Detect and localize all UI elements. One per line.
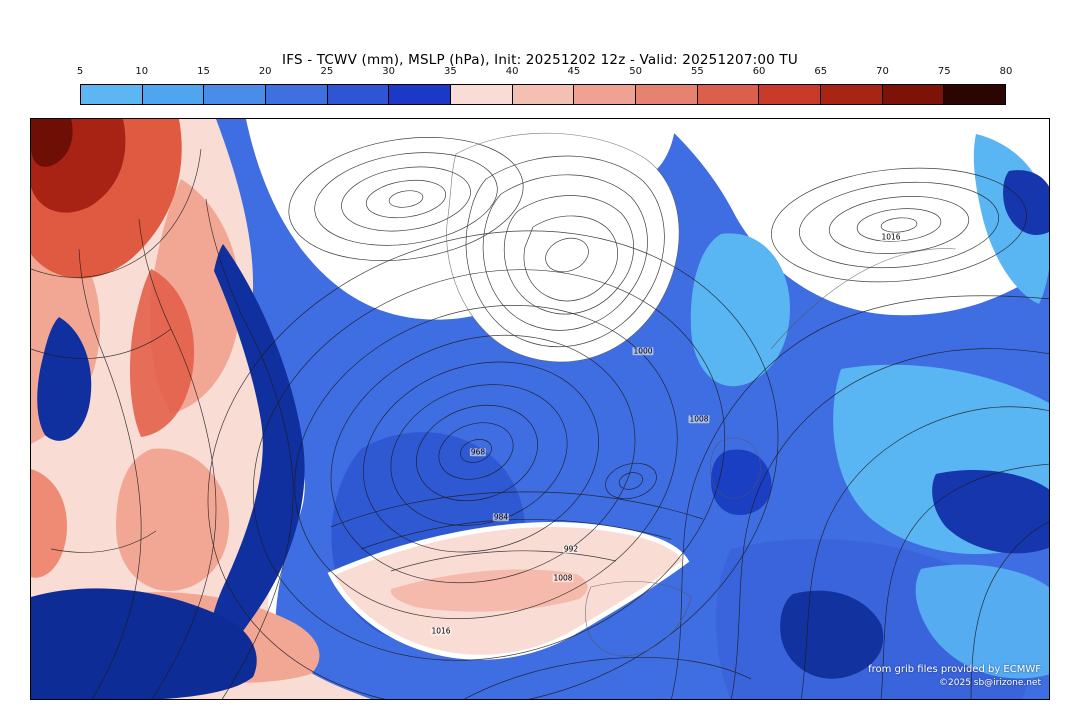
tcwv-shading <box>31 119 1049 699</box>
colorbar-segment <box>944 85 1006 104</box>
colorbar-tick-label: 10 <box>135 66 149 77</box>
colorbar-tick-label: 80 <box>999 66 1013 77</box>
colorbar-segment <box>882 85 945 104</box>
colorbar-segment <box>81 85 143 104</box>
map-canvas: 968 984 992 1000 1008 1016 1008 1016 from grib … <box>30 118 1050 700</box>
colorbar-segment <box>389 85 452 104</box>
colorbar-tick-label: 65 <box>814 66 828 77</box>
colorbar-segment <box>697 85 760 104</box>
colorbar-segment <box>142 85 205 104</box>
colorbar-tick-label: 75 <box>937 66 951 77</box>
colorbar-segment <box>512 85 575 104</box>
colorbar-segment <box>636 85 698 104</box>
colorbar-segment <box>821 85 883 104</box>
colorbar-tick-label: 30 <box>382 66 396 77</box>
colorbar-segment <box>574 85 637 104</box>
colorbar-gradient <box>80 84 1006 105</box>
chart-title: IFS - TCWV (mm), MSLP (hPa), Init: 20251… <box>282 52 798 68</box>
colorbar-tick-label: 60 <box>752 66 766 77</box>
colorbar-tick-label: 70 <box>876 66 889 77</box>
colorbar-tick-label: 40 <box>505 66 519 77</box>
colorbar-tick-label: 45 <box>567 66 581 77</box>
colorbar-ticks: 5 10 15 20 25 30 35 40 45 50 55 60 65 70 75 80 <box>76 66 1013 80</box>
colorbar-segment <box>204 85 267 104</box>
colorbar-segment <box>759 85 822 104</box>
colorbar-tick-label: 15 <box>197 66 210 77</box>
colorbar-segment <box>451 85 513 104</box>
colorbar-tick-label: 35 <box>444 66 457 77</box>
mslp-contours <box>31 137 1049 699</box>
colorbar-tick-label: 55 <box>690 66 704 77</box>
colorbar-tick-label: 20 <box>258 66 272 77</box>
colorbar-tick-label: 50 <box>629 66 642 77</box>
colorbar-tick-label: 25 <box>320 66 334 77</box>
credits: from grib files provided by ECMWF ©2025 … <box>868 662 1041 691</box>
colorbar-tick-label: 5 <box>76 66 84 77</box>
credits-copyright: ©2025 sb@irizone.net <box>939 678 1041 689</box>
coastlines <box>446 132 957 657</box>
colorbar-segment <box>266 85 328 104</box>
colorbar-segment <box>327 85 390 104</box>
credits-source: from grib files provided by ECMWF <box>868 663 1041 675</box>
map-svg <box>31 119 1049 699</box>
